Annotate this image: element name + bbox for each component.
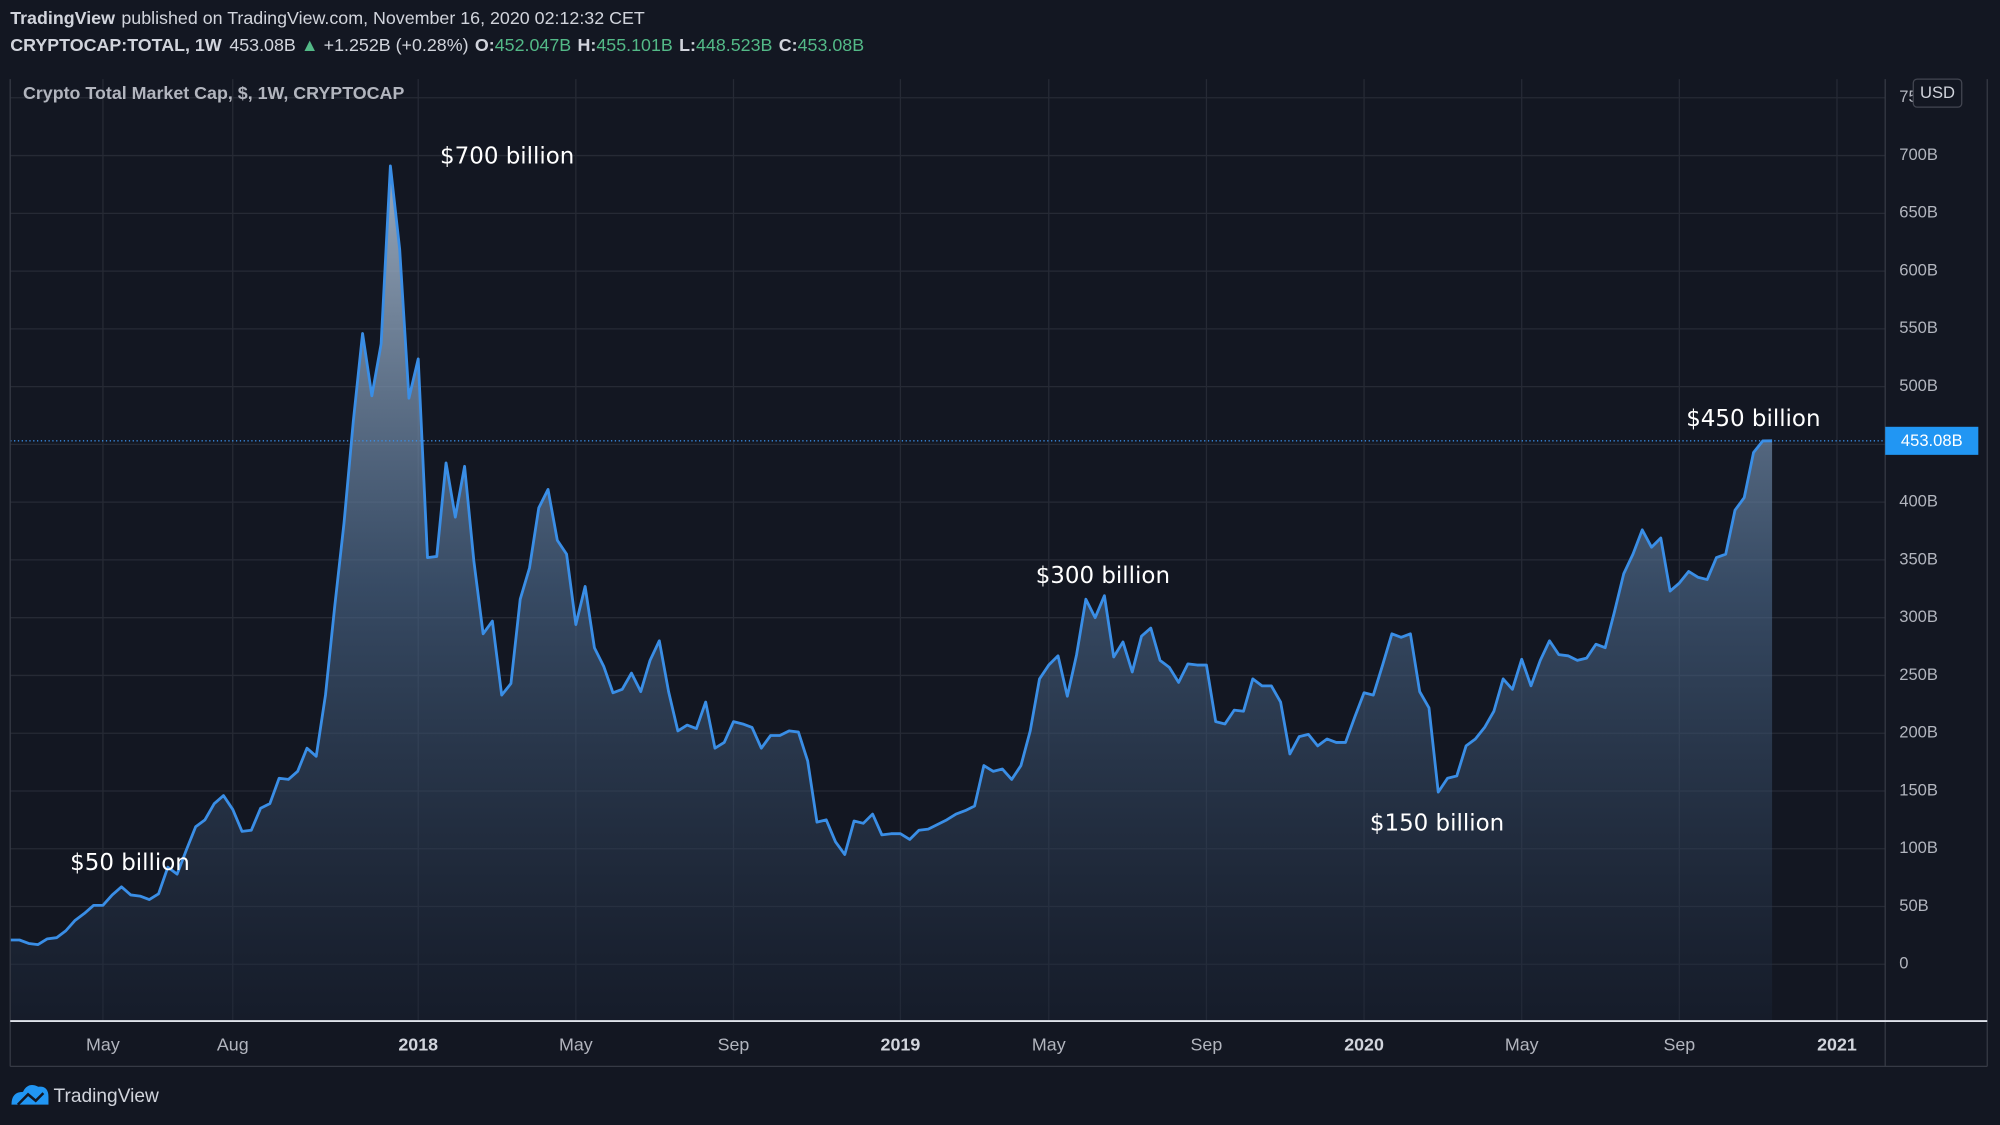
y-tick-label: 600B <box>1899 260 1938 279</box>
open: 452.047B <box>495 35 571 55</box>
line <box>10 164 1773 947</box>
y-tick-label: 50B <box>1899 896 1929 915</box>
overlay: 050B100B150B200B250B300B350B400B450B500B… <box>86 87 1979 1055</box>
y-tick-label: 0 <box>1899 954 1908 973</box>
header-line-1: TradingView published on TradingView.com,… <box>10 8 645 28</box>
symbol: CRYPTOCAP:TOTAL, 1W <box>10 35 222 55</box>
logo-icon-line <box>16 1092 45 1106</box>
x-tick-label: Sep <box>1663 1035 1695 1055</box>
plot <box>10 79 1886 1021</box>
y-tick-label: 250B <box>1899 665 1938 684</box>
y-tick-label: 200B <box>1899 723 1938 742</box>
x-tick-label: 2020 <box>1344 1035 1384 1055</box>
x-tick-label: May <box>1032 1035 1066 1055</box>
brand: TradingView <box>10 8 115 28</box>
area <box>10 165 1773 1021</box>
low-label: L: <box>679 35 696 55</box>
y-tick-label: 650B <box>1899 203 1938 222</box>
y-tick-label: 550B <box>1899 318 1938 337</box>
footer-logo <box>11 1085 49 1106</box>
header-line-2: CRYPTOCAP:TOTAL, 1W 453.08B ▲ +1.252B (+0.2… <box>10 35 864 55</box>
y-tick-label: 150B <box>1899 780 1938 799</box>
x-tick-label: Aug <box>217 1035 249 1055</box>
annotation: $150 billion <box>1370 810 1504 836</box>
low: 448.523B <box>696 35 772 55</box>
x-tick-label: Sep <box>1191 1035 1223 1055</box>
last: 453.08B <box>229 35 295 55</box>
footer-brand: TradingView <box>54 1086 159 1107</box>
x-tick-label: Sep <box>718 1035 750 1055</box>
x-tick-label: 2019 <box>881 1035 921 1055</box>
annotation: $700 billion <box>440 143 574 169</box>
y-tick-label: 400B <box>1899 492 1938 511</box>
high: 455.101B <box>596 35 672 55</box>
x-tick-label: May <box>86 1035 120 1055</box>
published: published on TradingView.com, November 1… <box>121 8 645 28</box>
last-price-badge <box>1885 426 1979 455</box>
currency-badge[interactable] <box>1912 78 1963 108</box>
high-label: H: <box>578 35 597 55</box>
annotation: $450 billion <box>1686 406 1820 432</box>
y-tick-label: 100B <box>1899 838 1938 857</box>
x-tick-label: May <box>559 1035 593 1055</box>
x-tick-label: 2018 <box>398 1035 438 1055</box>
y-tick-label: 500B <box>1899 376 1938 395</box>
change-arrow: ▲ <box>301 35 319 55</box>
x-tick-label: 2021 <box>1817 1035 1857 1055</box>
chart-title: Crypto Total Market Cap, $, 1W, CRYPTOCA… <box>23 83 404 103</box>
close: 453.08B <box>798 35 864 55</box>
close-label: C: <box>779 35 798 55</box>
last-price-label: 453.08B <box>1901 431 1963 450</box>
currency[interactable]: USD <box>1920 83 1955 102</box>
annotation: $50 billion <box>70 850 190 876</box>
y-tick-label: 300B <box>1899 607 1938 626</box>
change: +1.252B (+0.28%) <box>324 35 469 55</box>
y-tick-label: 700B <box>1899 145 1938 164</box>
x-tick-label: May <box>1505 1035 1539 1055</box>
y-tick-label: 350B <box>1899 549 1938 568</box>
annotation: $300 billion <box>1036 563 1170 589</box>
open-label: O: <box>475 35 495 55</box>
